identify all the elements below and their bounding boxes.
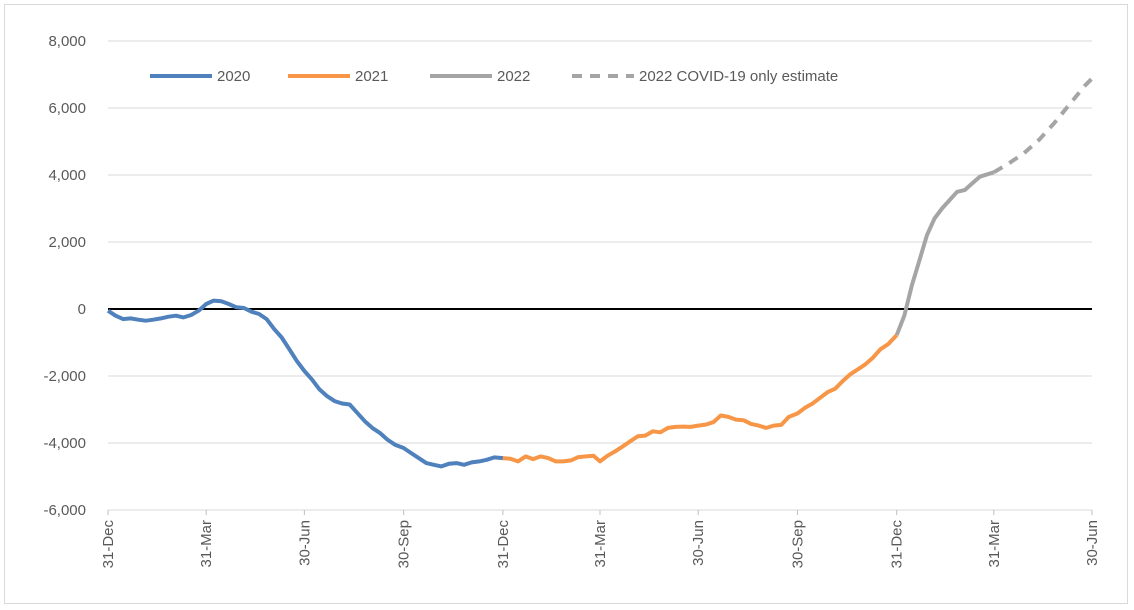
x-tick-label: 31-Dec bbox=[100, 520, 117, 569]
series-line-2022-covid-19-only-estimate bbox=[992, 77, 1094, 175]
x-tick-label: 30-Jun bbox=[1084, 520, 1101, 566]
y-tick-label: -6,000 bbox=[43, 502, 86, 519]
x-tick-label: 31-Mar bbox=[198, 520, 215, 568]
y-axis-labels: 8,000 6,000 4,000 2,000 0 -2,000 -4,000 -6,000 bbox=[43, 33, 86, 519]
x-axis: 31-Dec 31-Mar 30-Jun 30-Sep 31-Dec 31-Mar 30-J… bbox=[100, 510, 1101, 568]
series-line-2022 bbox=[894, 170, 995, 336]
chart-frame bbox=[4, 4, 1128, 604]
y-tick-label: 2,000 bbox=[48, 234, 86, 251]
y-tick-label: 0 bbox=[78, 301, 86, 318]
legend-label: 2022 COVID-19 only estimate bbox=[639, 68, 838, 85]
x-tick-label: 30-Sep bbox=[789, 520, 806, 568]
x-tick-label: 30-Sep bbox=[396, 520, 413, 568]
series-line-2021 bbox=[502, 333, 899, 464]
y-tick-label: 4,000 bbox=[48, 167, 86, 184]
gridlines bbox=[108, 40, 1092, 511]
x-tick-label: 31-Dec bbox=[495, 520, 512, 569]
legend-label: 2020 bbox=[217, 68, 250, 85]
y-tick-label: 6,000 bbox=[48, 100, 86, 117]
series-line-2020 bbox=[106, 298, 504, 469]
x-tick-label: 30-Jun bbox=[690, 520, 707, 566]
legend: 2020 2021 2022 2022 COVID-19 only estimate bbox=[150, 68, 838, 85]
legend-label: 2022 bbox=[497, 68, 530, 85]
series-lines bbox=[106, 77, 1094, 469]
x-tick-label: 31-Mar bbox=[986, 520, 1003, 568]
x-tick-label: 30-Jun bbox=[296, 520, 313, 566]
y-tick-label: 8,000 bbox=[48, 33, 86, 50]
x-tick-label: 31-Mar bbox=[592, 520, 609, 568]
x-tick-label: 31-Dec bbox=[889, 520, 906, 569]
legend-label: 2021 bbox=[355, 68, 388, 85]
y-tick-label: -2,000 bbox=[43, 368, 86, 385]
y-tick-label: -4,000 bbox=[43, 435, 86, 452]
